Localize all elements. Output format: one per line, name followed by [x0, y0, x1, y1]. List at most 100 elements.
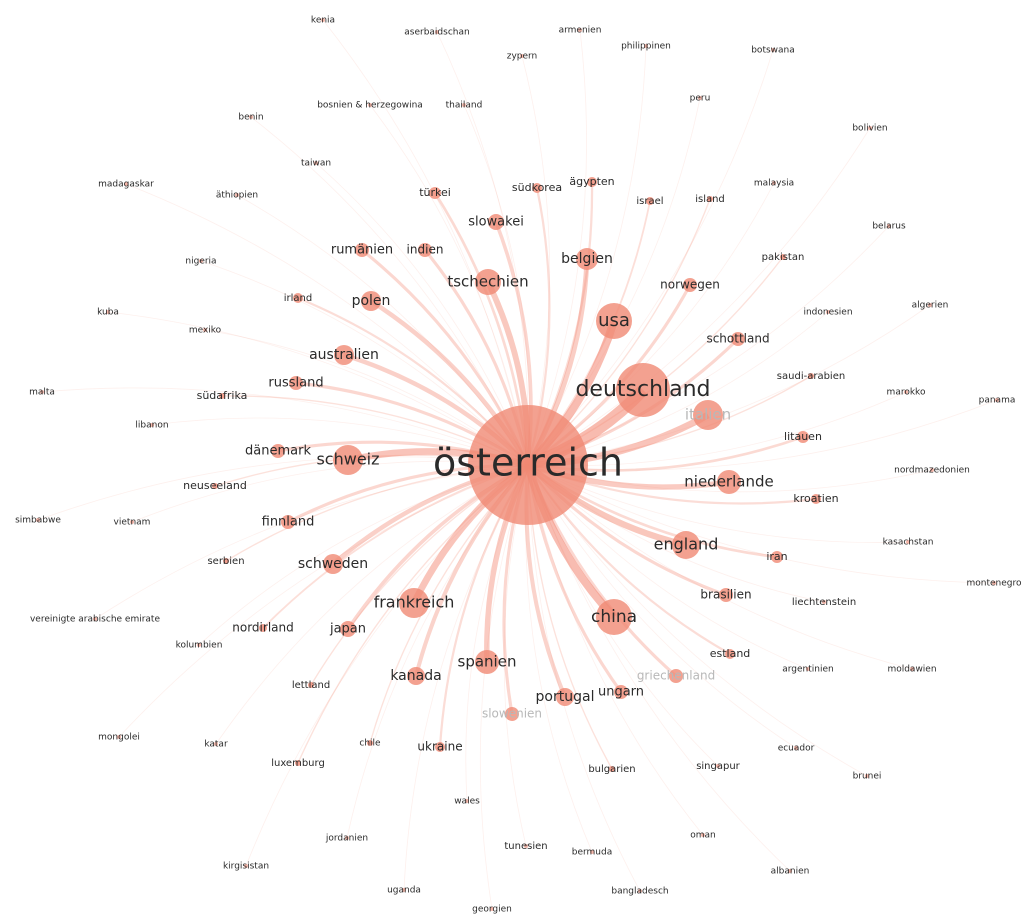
node: [399, 588, 429, 618]
node: [716, 764, 720, 768]
node: [199, 259, 203, 263]
edge: [94, 464, 529, 620]
node-label: slowakei: [468, 215, 524, 230]
node: [683, 278, 697, 292]
node-label: island: [695, 194, 725, 205]
node: [117, 735, 121, 739]
node-label: moldawien: [887, 665, 936, 675]
node: [701, 833, 705, 837]
node: [429, 187, 441, 199]
node: [693, 400, 723, 430]
node-label: vietnam: [114, 518, 151, 528]
node: [435, 30, 439, 34]
edge: [436, 31, 529, 466]
node: [576, 248, 598, 270]
node-label: südafrika: [197, 389, 248, 402]
node: [214, 742, 218, 746]
node: [130, 520, 134, 524]
node-label: belgien: [561, 251, 613, 267]
node-label: zypern: [507, 52, 538, 62]
node: [475, 269, 501, 295]
node-label: panama: [979, 396, 1016, 406]
node-label: brasilien: [700, 588, 751, 602]
node-label: irland: [284, 293, 312, 304]
edge: [479, 464, 529, 910]
node-label: chile: [359, 739, 381, 749]
node: [868, 126, 872, 130]
node-label: japan: [329, 622, 366, 637]
node: [321, 18, 325, 22]
node: [314, 161, 318, 165]
edge: [527, 464, 791, 872]
node-label: schottland: [706, 332, 769, 346]
edge: [403, 464, 529, 891]
node: [780, 254, 786, 260]
edge: [527, 45, 647, 466]
edge: [322, 19, 529, 466]
edge: [41, 387, 529, 466]
node: [904, 390, 908, 394]
node-label: philippinen: [621, 42, 671, 52]
node: [822, 600, 826, 604]
node: [928, 303, 932, 307]
node: [475, 650, 499, 674]
node-label: argentinien: [782, 665, 834, 675]
node-label: england: [654, 535, 719, 554]
edge: [37, 456, 529, 521]
node: [719, 588, 733, 602]
node-label: montenegro: [966, 579, 1022, 589]
node-label: polen: [352, 293, 391, 309]
node-label: malta: [29, 388, 55, 398]
node: [638, 889, 642, 893]
node: [295, 760, 301, 766]
node: [887, 224, 891, 228]
node: [772, 181, 776, 185]
node: [669, 669, 683, 683]
edge: [527, 464, 641, 892]
node-label: schweden: [298, 556, 368, 572]
node: [323, 554, 343, 574]
node-label: usa: [598, 310, 630, 331]
node: [644, 44, 648, 48]
node: [616, 363, 670, 417]
node: [614, 685, 628, 699]
node: [244, 864, 248, 868]
node-label: taiwan: [301, 159, 331, 169]
node-label: finnland: [262, 515, 315, 530]
node: [124, 182, 128, 186]
node: [36, 518, 40, 522]
node-label: china: [591, 607, 637, 627]
node: [271, 444, 285, 458]
node-label: dänemark: [245, 444, 311, 459]
node: [361, 291, 381, 311]
node: [811, 494, 821, 504]
node-label: estland: [710, 647, 751, 660]
node-label: kenia: [311, 16, 335, 26]
node: [340, 621, 356, 637]
node-label: indien: [407, 243, 444, 257]
edge: [118, 464, 529, 738]
node-label: kolumbien: [176, 641, 223, 651]
node: [235, 193, 239, 197]
node-label: uganda: [387, 886, 421, 896]
node: [797, 431, 809, 443]
node: [698, 96, 702, 100]
node: [333, 445, 363, 475]
node: [524, 844, 528, 848]
node: [771, 48, 775, 52]
edge: [527, 464, 995, 584]
node: [308, 682, 314, 688]
node: [490, 907, 494, 911]
node: [505, 707, 519, 721]
node: [334, 345, 354, 365]
node-label: tschechien: [447, 273, 528, 291]
edge: [245, 464, 529, 867]
node-label: belarus: [872, 222, 906, 232]
node: [596, 303, 632, 339]
node-label: malaysia: [754, 179, 794, 189]
node-label: botswana: [751, 46, 795, 56]
node: [806, 667, 810, 671]
node-label: jordanien: [325, 834, 368, 844]
node: [826, 310, 830, 314]
